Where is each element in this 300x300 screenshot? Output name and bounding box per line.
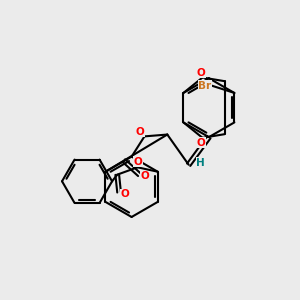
Text: O: O [196, 138, 205, 148]
Text: O: O [136, 127, 144, 136]
Text: Br: Br [198, 81, 212, 91]
Text: O: O [196, 68, 205, 78]
Text: O: O [121, 189, 130, 199]
Text: O: O [134, 157, 142, 167]
Text: O: O [141, 172, 150, 182]
Text: H: H [196, 158, 205, 168]
